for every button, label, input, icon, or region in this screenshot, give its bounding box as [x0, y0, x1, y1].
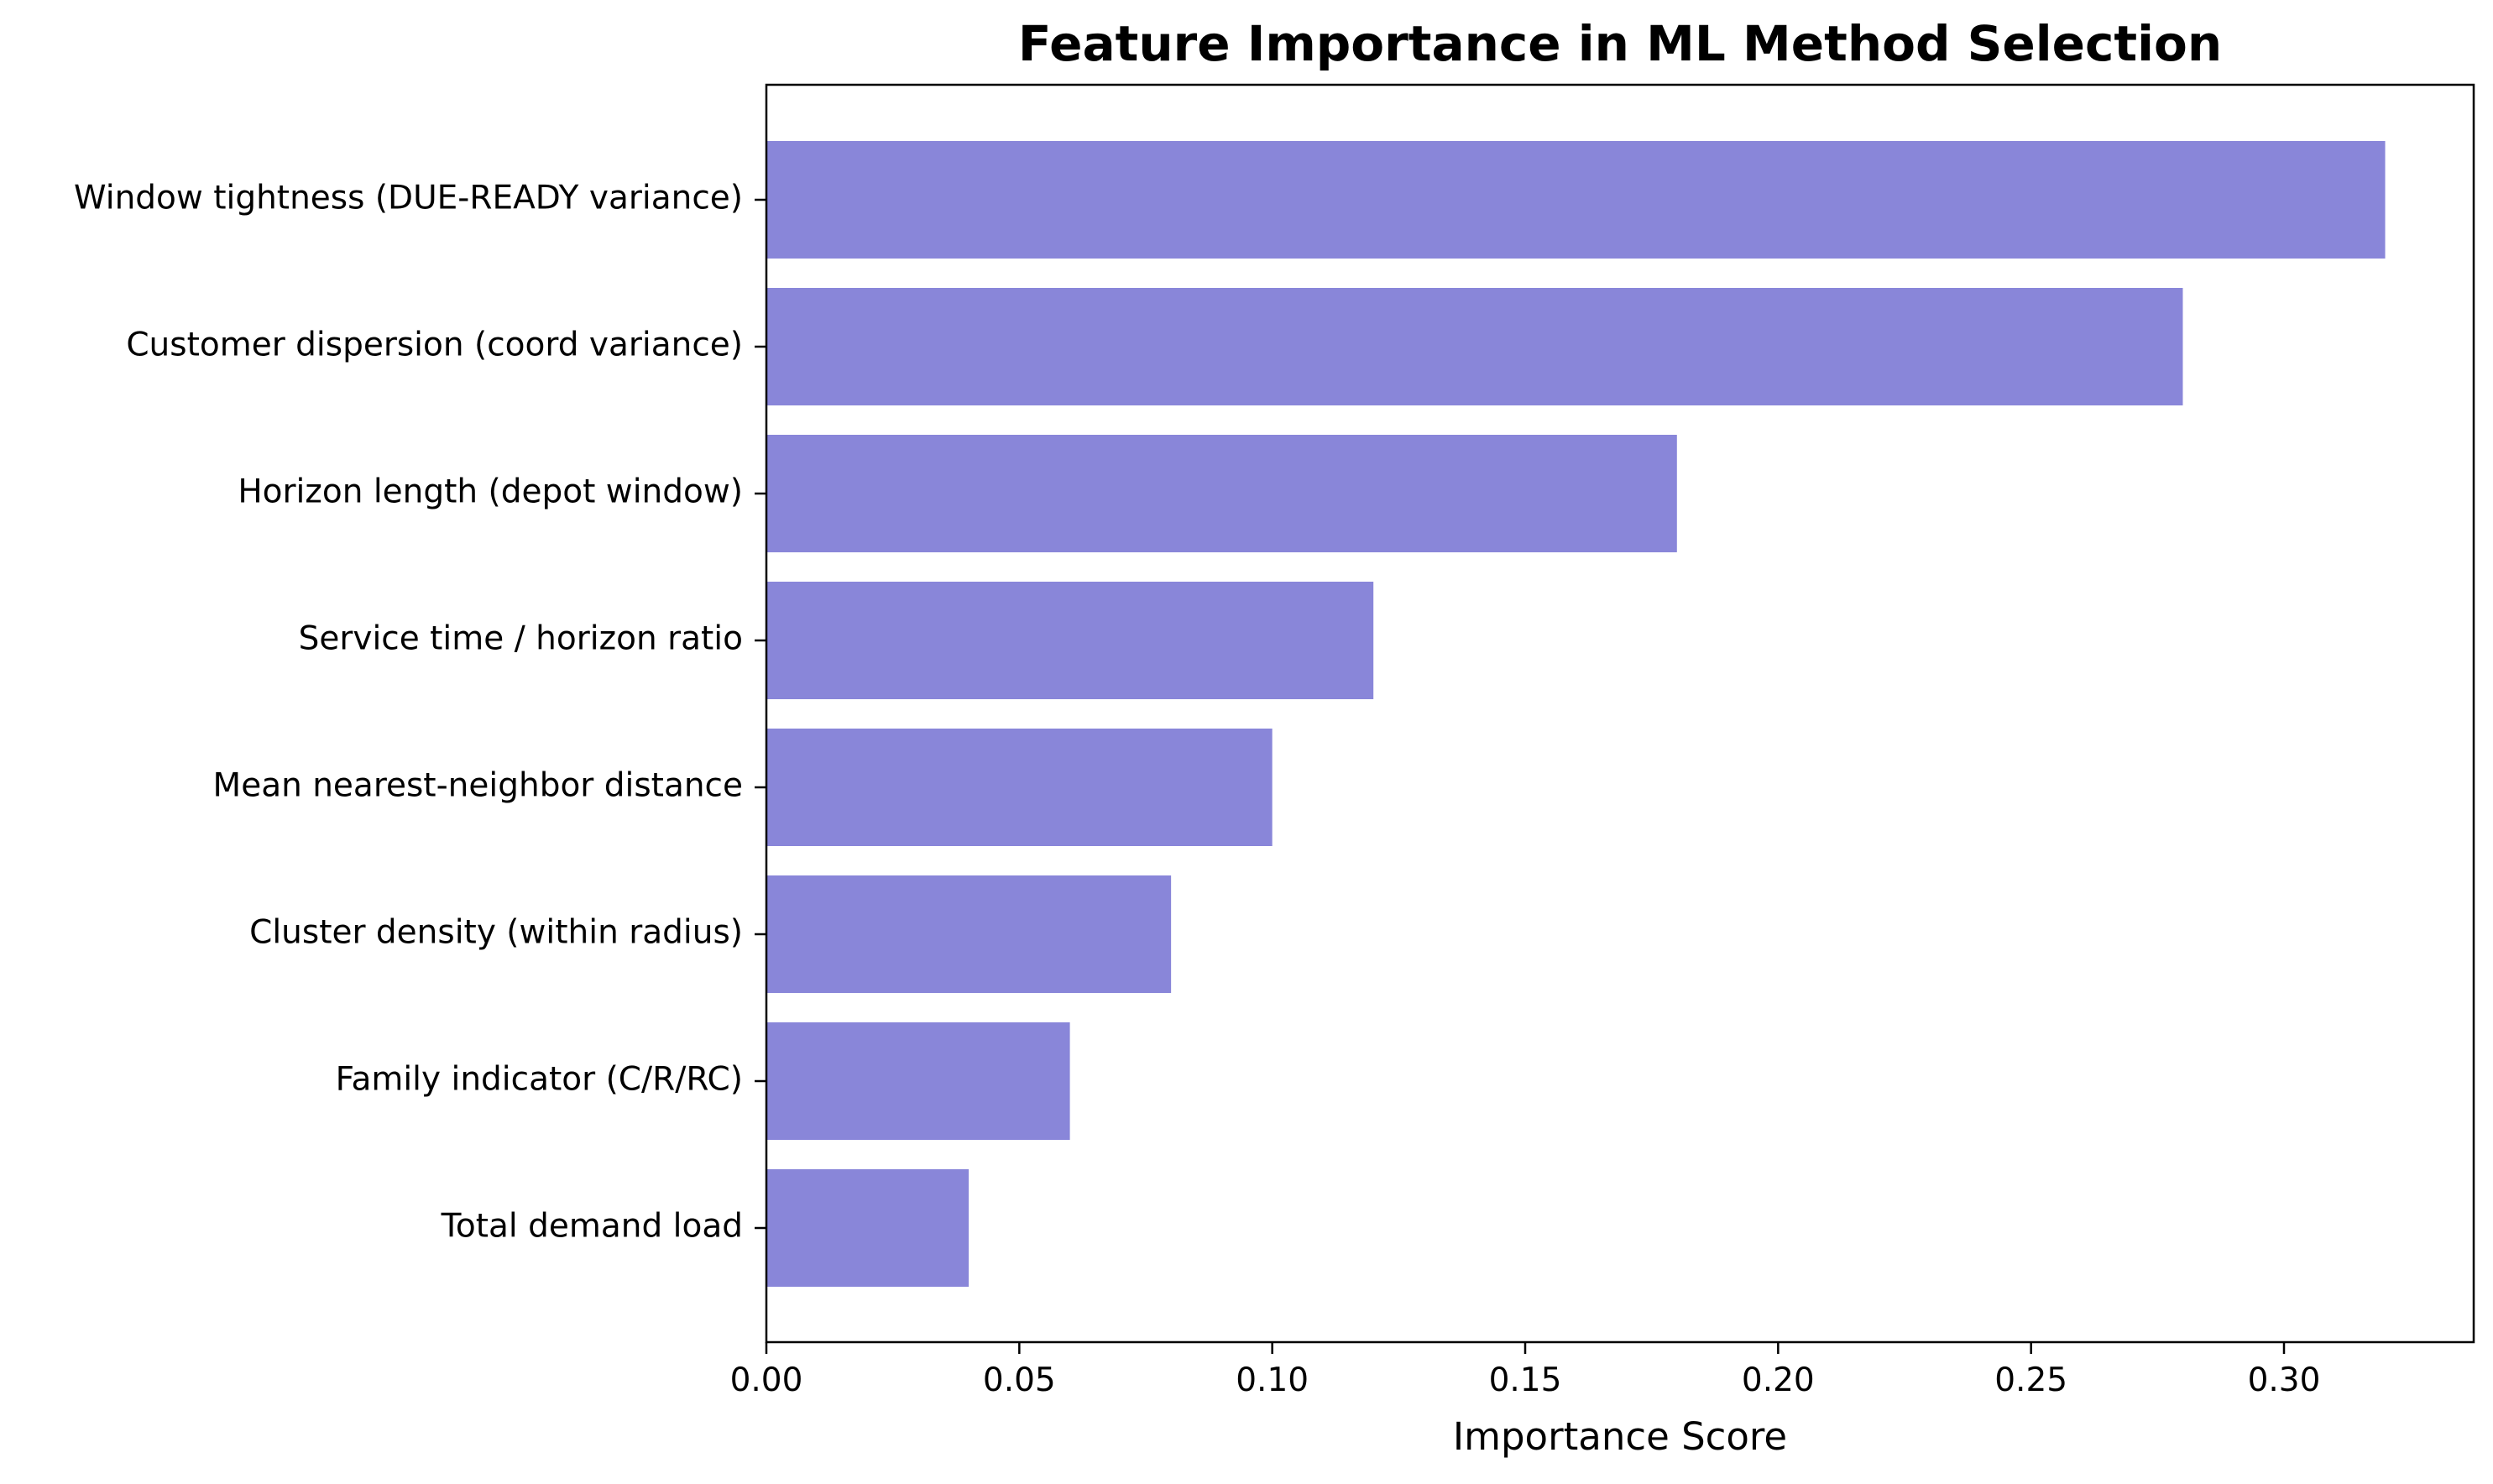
bar-customer-dispersion-coord-variance	[766, 288, 2183, 405]
x-axis-ticks: 0.00 0.05 0.10 0.15 0.20 0.25 0.30	[730, 1342, 2321, 1399]
bar-service-time-horizon-ratio	[766, 582, 1374, 699]
chart-title: Feature Importance in ML Method Selectio…	[1018, 15, 2222, 72]
x-tick-label: 0.10	[1236, 1361, 1309, 1399]
bar-total-demand-load	[766, 1169, 970, 1287]
plot-frame	[765, 83, 2475, 1344]
y-axis-ticks: Window tightness (DUE-READY variance) Cus…	[74, 180, 766, 1246]
y-tick-label: Window tightness (DUE-READY variance)	[74, 180, 743, 217]
bar-window-tightness-due-ready-variance	[766, 141, 2386, 259]
y-tick-label: Mean nearest-neighbor distance	[213, 767, 743, 805]
x-tick-label: 0.05	[983, 1361, 1056, 1399]
x-axis-label: Importance Score	[1453, 1414, 1787, 1459]
bar-horizon-length-depot-window	[766, 435, 1677, 552]
bar-family-indicator-c-r-rc	[766, 1022, 1070, 1140]
y-tick-label: Customer dispersion (coord variance)	[126, 327, 743, 364]
y-tick-label: Family indicator (C/R/RC)	[336, 1061, 743, 1099]
x-tick-label: 0.00	[730, 1361, 803, 1399]
y-tick-label: Horizon length (depot window)	[238, 473, 743, 511]
bar-cluster-density-within-radius	[766, 875, 1172, 993]
y-tick-label: Total demand load	[441, 1208, 743, 1246]
bars-layer	[766, 141, 2386, 1287]
y-tick-label: Service time / horizon ratio	[299, 620, 743, 658]
x-tick-label: 0.15	[1489, 1361, 1562, 1399]
bar-mean-nearest-neighbor-distance	[766, 729, 1273, 846]
x-tick-label: 0.25	[1994, 1361, 2067, 1399]
x-tick-label: 0.30	[2248, 1361, 2321, 1399]
y-tick-label: Cluster density (within radius)	[249, 914, 743, 952]
x-tick-label: 0.20	[1742, 1361, 1815, 1399]
